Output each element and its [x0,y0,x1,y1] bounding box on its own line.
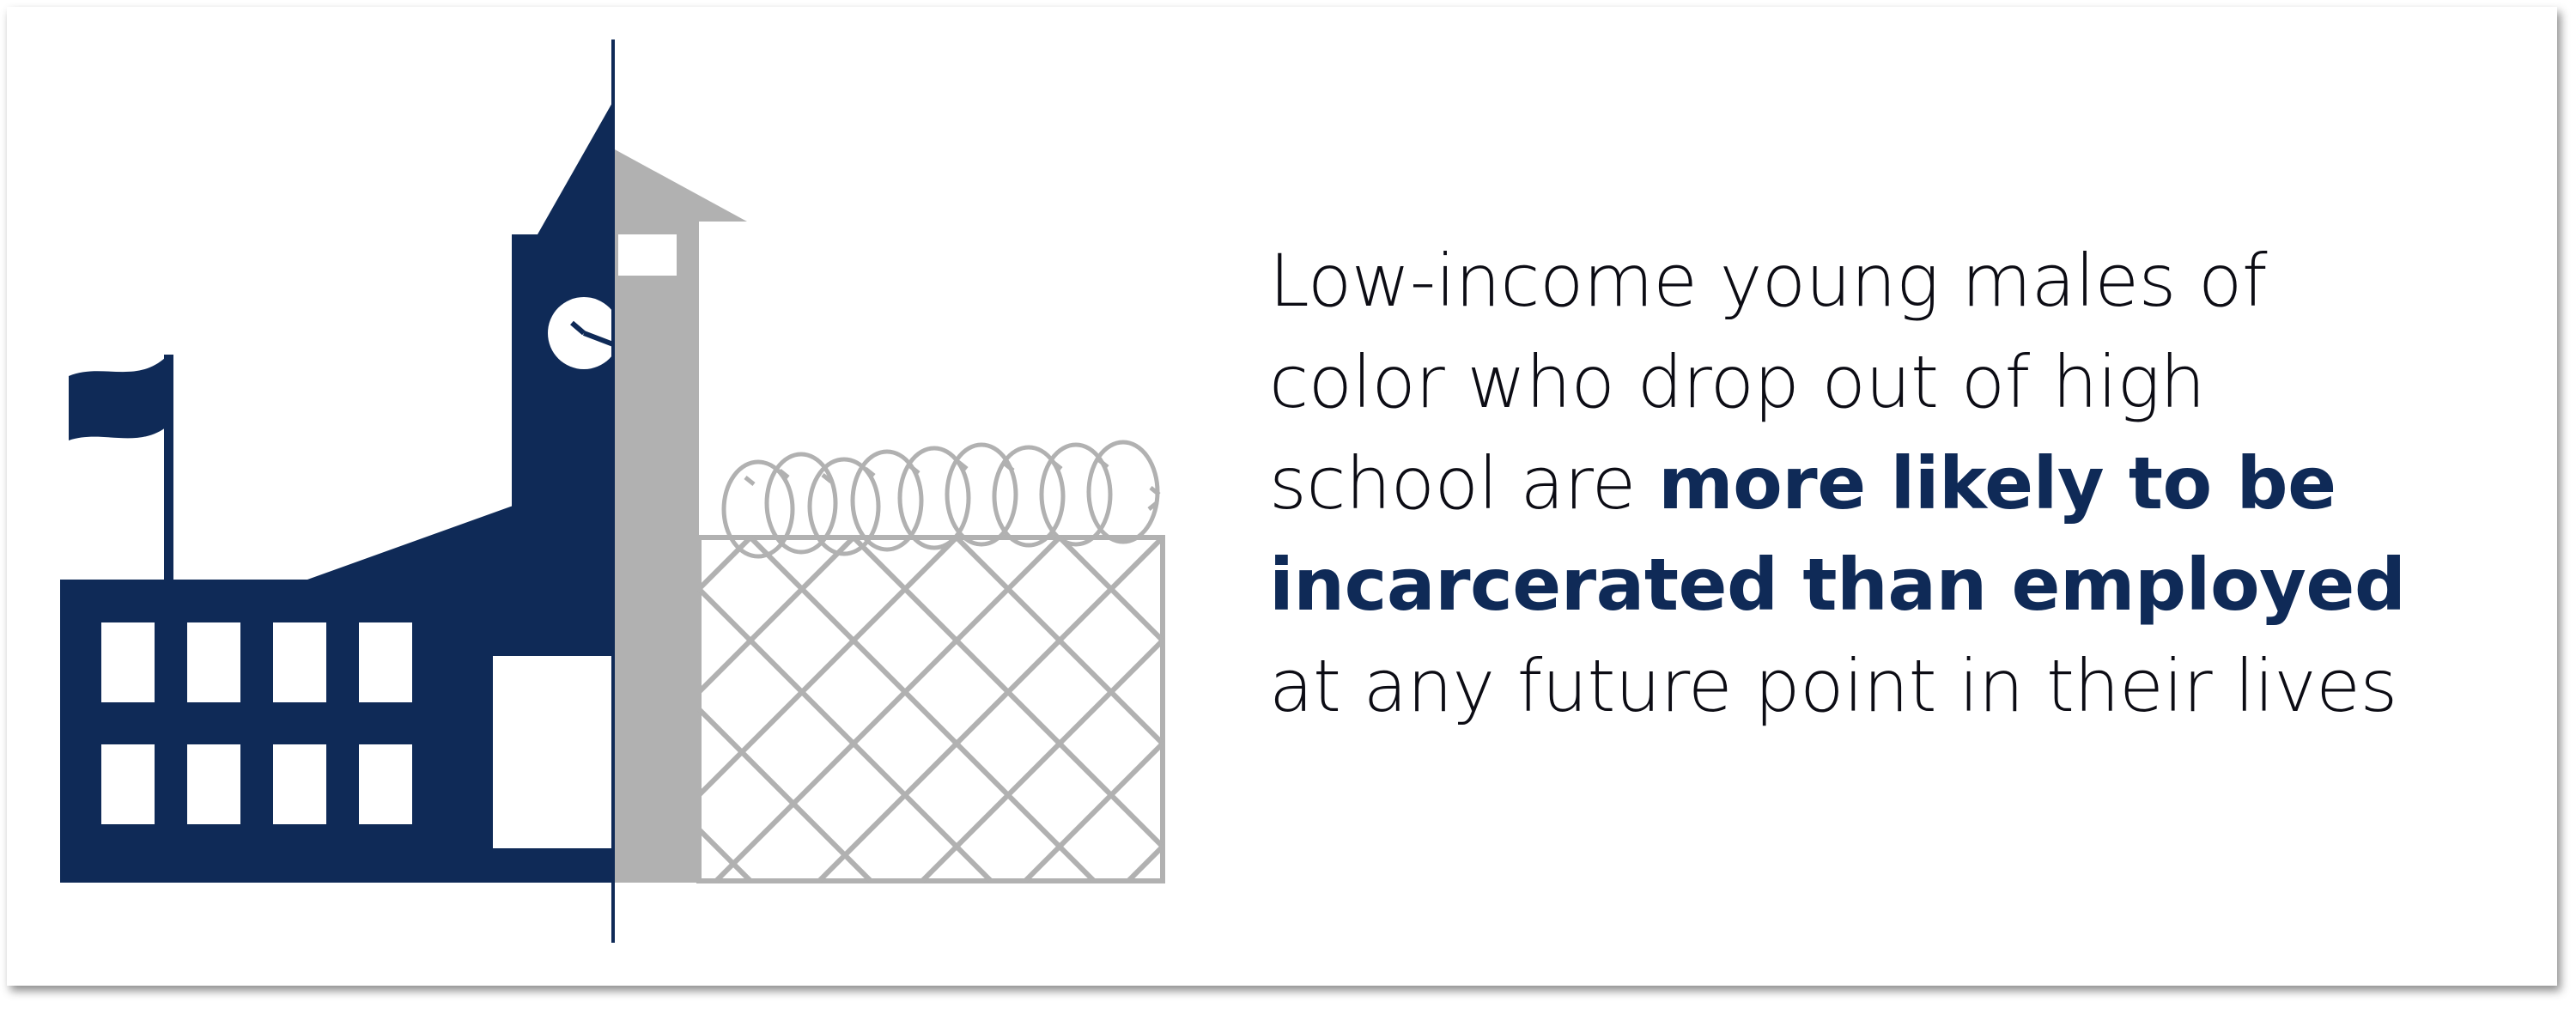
message-line-2: color who drop out of high [1269,340,2206,424]
flag-pole [164,355,173,582]
statistic-message: Low-income young males of color who drop… [1269,230,2540,737]
message-line-3: school are more likely to be [1269,433,2540,534]
clock-hand [582,331,615,347]
message-line-5: at any future point in their lives [1269,644,2397,728]
guard-tower [613,222,699,883]
message-emphasis-1: more likely to be [1658,441,2336,525]
window [359,744,412,824]
window [359,622,412,702]
school-spire [538,101,613,234]
guard-tower-roof [613,149,747,222]
prison-fence-icon [613,149,1165,883]
window [187,622,240,702]
guard-tower-window [618,234,677,276]
window [273,622,326,702]
window [273,744,326,824]
message-emphasis-2: incarcerated than employed [1269,543,2406,627]
school-door [493,656,613,848]
message-line-3-plain: school are [1269,441,1659,525]
school-prison-illustration [60,39,1165,943]
window [101,622,155,702]
clock-hand [570,320,586,336]
infographic-card: Low-income young males of color who drop… [7,7,2557,986]
razor-wire-icon [721,440,1161,559]
window [187,744,240,824]
school-windows [101,622,412,824]
chain-link-fence-icon [696,535,1165,883]
flag-icon [69,357,166,440]
message-line-1: Low-income young males of [1269,239,2268,323]
window [101,744,155,824]
